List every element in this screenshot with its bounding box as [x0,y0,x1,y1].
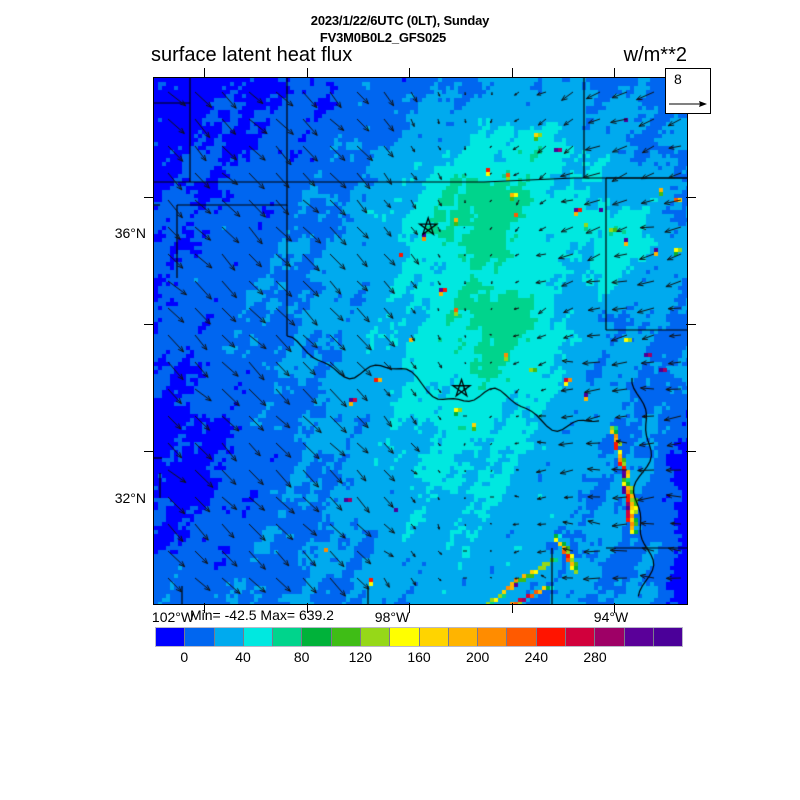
colorbar-tick-label: 160 [407,649,431,665]
colorbar-segment [359,628,390,646]
lon-tick [409,603,410,613]
map-plot-area [153,77,688,605]
colorbar-segment [506,628,536,646]
colorbar-segment [418,628,448,646]
colorbar-segment [564,628,595,646]
lon-tick [614,68,615,78]
model-header: FV3M0B0L2_GFS025 [319,30,447,45]
colorbar-segment [535,628,565,646]
lon-tick-label-98w: 98°W [374,609,410,625]
colorbar-segment [213,628,243,646]
colorbar [155,627,683,647]
lon-tick [512,68,513,78]
latent-heat-flux-raster [154,78,687,604]
lon-tick [204,603,205,613]
lon-tick-label-102w: 102°W [151,609,195,625]
lat-tick [144,324,154,325]
minmax-stats: Min= -42.5 Max= 639.2 [190,607,334,623]
colorbar-segment [242,628,273,646]
colorbar-tick-label: 0 [180,649,189,665]
reference-vector-value: 8 [674,71,682,87]
colorbar-tick-label: 200 [465,649,490,665]
lat-tick-label-32n: 32°N [114,490,146,506]
lon-tick [512,603,513,613]
colorbar-segment [477,628,507,646]
wind-vector-arrow [669,101,707,107]
colorbar-segment [184,628,214,646]
lat-tick [144,451,154,452]
colorbar-tick-label: 40 [235,649,251,665]
colorbar-segment [623,628,653,646]
units-label: w/m**2 [623,44,687,66]
colorbar-segment [272,628,302,646]
colorbar-segment [594,628,624,646]
date-header: 2023/1/22/6UTC (0LT), Sunday [310,13,490,28]
lon-tick [614,603,615,613]
colorbar-tick-label: 280 [583,649,607,665]
colorbar-segment [330,628,360,646]
lon-tick [307,68,308,78]
colorbar-segment [447,628,478,646]
lat-tick [686,197,696,198]
colorbar-segment [301,628,331,646]
lon-tick [204,68,205,78]
lat-tick [144,197,154,198]
lat-tick-label-36n: 36°N [114,225,146,241]
colorbar-tick-labels: 0 40 80 120 160 200 240 280 [155,649,683,667]
lat-tick [686,324,696,325]
lon-tick-label-94w: 94°W [593,609,629,625]
colorbar-segment [652,628,683,646]
colorbar-tick-label: 240 [524,649,549,665]
page-title: surface latent heat flux [151,44,353,66]
lat-tick [686,451,696,452]
reference-vector-legend: 8 [665,68,711,114]
lon-tick [409,68,410,78]
lon-tick [307,603,308,613]
colorbar-segment [389,628,419,646]
colorbar-segment [156,628,185,646]
colorbar-tick-label: 80 [293,649,310,665]
colorbar-tick-label: 120 [348,649,373,665]
